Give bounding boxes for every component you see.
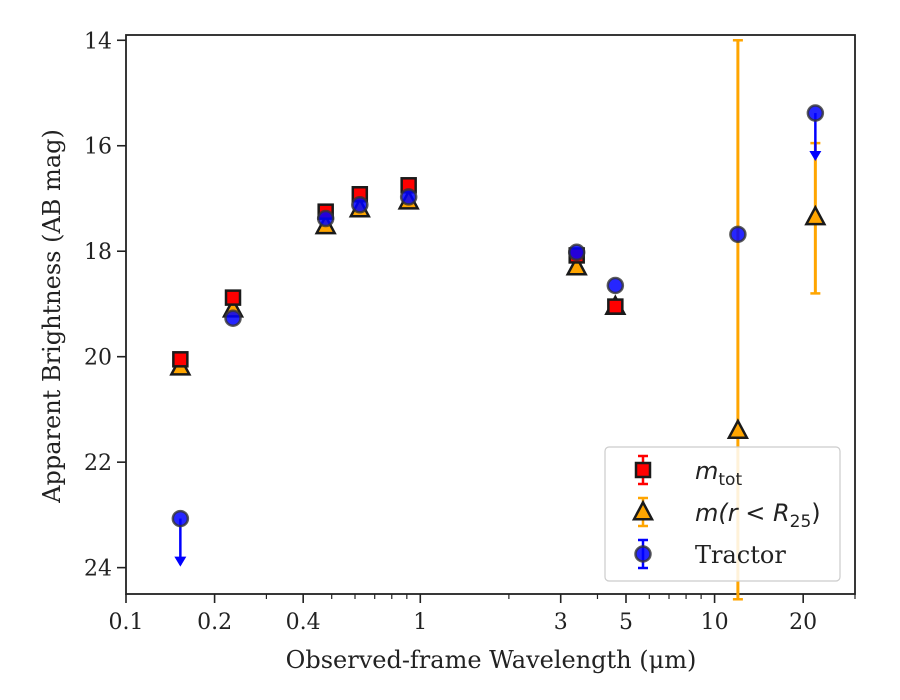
series-triangle [169,188,827,439]
y-tick-label: 16 [84,135,112,160]
triangle-point [565,254,588,276]
y-axis-label: Apparent Brightness (AB mag) [38,129,66,504]
circle-point [399,188,418,206]
x-tick-label: 5 [619,610,633,635]
legend-label: mtot [695,457,742,490]
circle-point [351,196,369,214]
circle-point [171,509,190,528]
upper-limit-arrowhead [174,556,187,567]
circle-point [729,225,747,244]
series-square [172,177,624,368]
axes: 0.1 0.2 0.4 1 3 5 10 20 14 16 18 20 22 24 [84,29,856,635]
x-tick-label: 0.1 [109,610,144,635]
x-tick-label: 20 [789,610,817,635]
plot-data [169,39,827,601]
series-circle [171,104,825,567]
circle-point [567,243,586,262]
x-tick-label: 0.4 [286,610,321,635]
plot-frame [125,34,856,595]
y-tick-label: 20 [84,346,112,371]
x-tick-label: 10 [701,610,729,635]
x-tick-label: 1 [413,610,427,635]
x-tick-label: 0.2 [197,610,232,635]
legend-marker-square [634,461,652,479]
square-point [224,289,242,306]
circle-point [806,104,825,122]
y-tick-label: 24 [84,557,112,582]
y-tick-label: 18 [84,240,112,265]
legend-label: Tractor [695,541,786,569]
circle-point [316,209,335,228]
y-tick-label: 14 [84,29,112,54]
circle-point [224,309,242,327]
legend-label: m(r < R25) [695,499,821,532]
legend-marker-circle [634,545,652,563]
upper-limit-arrowhead [809,151,822,162]
square-point [172,351,189,368]
x-axis-label: Observed-frame Wavelength (μm) [286,646,697,674]
triangle-point [726,418,749,439]
triangle-point [804,204,827,226]
circle-point [606,276,625,295]
legend-box [604,446,841,582]
square-point [607,298,624,315]
legend: mtot m(r < R25) Tractor [604,446,841,582]
x-tick-label: 3 [554,610,568,635]
y-tick-label: 22 [84,451,112,476]
legend-marker-triangle [631,499,655,521]
